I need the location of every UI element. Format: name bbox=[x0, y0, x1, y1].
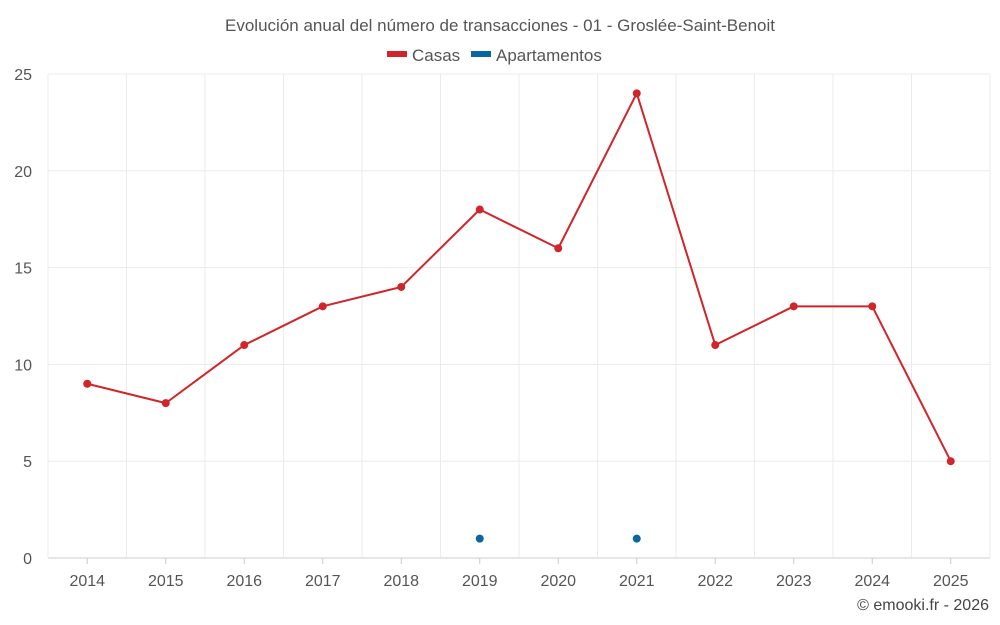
y-tick-label: 5 bbox=[23, 454, 32, 471]
x-tick-label: 2025 bbox=[933, 573, 969, 590]
data-point-casas-2014[interactable] bbox=[83, 379, 92, 388]
x-tick-label: 2021 bbox=[619, 573, 655, 590]
x-tick-label: 2020 bbox=[540, 573, 576, 590]
data-point-casas-2023[interactable] bbox=[789, 302, 798, 311]
legend: Casas Apartamentos bbox=[387, 46, 602, 65]
series-layer bbox=[83, 89, 955, 543]
data-point-casas-2020[interactable] bbox=[554, 244, 563, 253]
data-point-casas-2018[interactable] bbox=[397, 282, 406, 291]
data-point-casas-2024[interactable] bbox=[868, 302, 877, 311]
y-tick-label: 15 bbox=[14, 261, 32, 278]
series-line-casas bbox=[87, 92, 952, 462]
legend-swatch-apartamentos bbox=[471, 51, 491, 57]
x-tick-label: 2024 bbox=[854, 573, 890, 590]
x-tick-label: 2016 bbox=[226, 573, 262, 590]
x-axis: 2014 2015 2016 2017 2018 2019 2020 2021 2022 2023… bbox=[69, 558, 969, 590]
data-point-casas-2015[interactable] bbox=[161, 399, 170, 408]
x-tick-label: 2015 bbox=[148, 573, 184, 590]
legend-label-apartamentos: Apartamentos bbox=[496, 46, 602, 65]
legend-label-casas: Casas bbox=[412, 46, 460, 65]
chart-title: Evolución anual del número de transaccio… bbox=[225, 16, 775, 35]
legend-swatch-casas bbox=[387, 51, 407, 57]
data-point-apartamentos-2019[interactable] bbox=[475, 534, 484, 543]
data-point-casas-2016[interactable] bbox=[240, 341, 249, 350]
x-tick-label: 2017 bbox=[305, 573, 341, 590]
data-point-casas-2017[interactable] bbox=[318, 302, 327, 311]
y-axis: 0 5 10 15 20 25 bbox=[14, 67, 32, 568]
data-point-casas-2021[interactable] bbox=[632, 89, 641, 98]
legend-item-apartamentos[interactable]: Apartamentos bbox=[471, 46, 602, 65]
y-tick-label: 20 bbox=[14, 164, 32, 181]
y-tick-label: 25 bbox=[14, 67, 32, 84]
data-point-casas-2022[interactable] bbox=[711, 341, 720, 350]
credit-text: © emooki.fr - 2026 bbox=[857, 597, 989, 614]
x-tick-label: 2014 bbox=[69, 573, 105, 590]
grid bbox=[47, 73, 991, 559]
y-tick-label: 0 bbox=[23, 551, 32, 568]
legend-item-casas[interactable]: Casas bbox=[387, 46, 460, 65]
x-tick-label: 2023 bbox=[776, 573, 812, 590]
data-point-casas-2019[interactable] bbox=[475, 205, 484, 214]
data-point-casas-2025[interactable] bbox=[946, 457, 955, 466]
y-tick-label: 10 bbox=[14, 357, 32, 374]
x-tick-label: 2019 bbox=[462, 573, 498, 590]
data-point-apartamentos-2021[interactable] bbox=[632, 534, 641, 543]
x-tick-label: 2022 bbox=[697, 573, 733, 590]
x-tick-label: 2018 bbox=[383, 573, 419, 590]
